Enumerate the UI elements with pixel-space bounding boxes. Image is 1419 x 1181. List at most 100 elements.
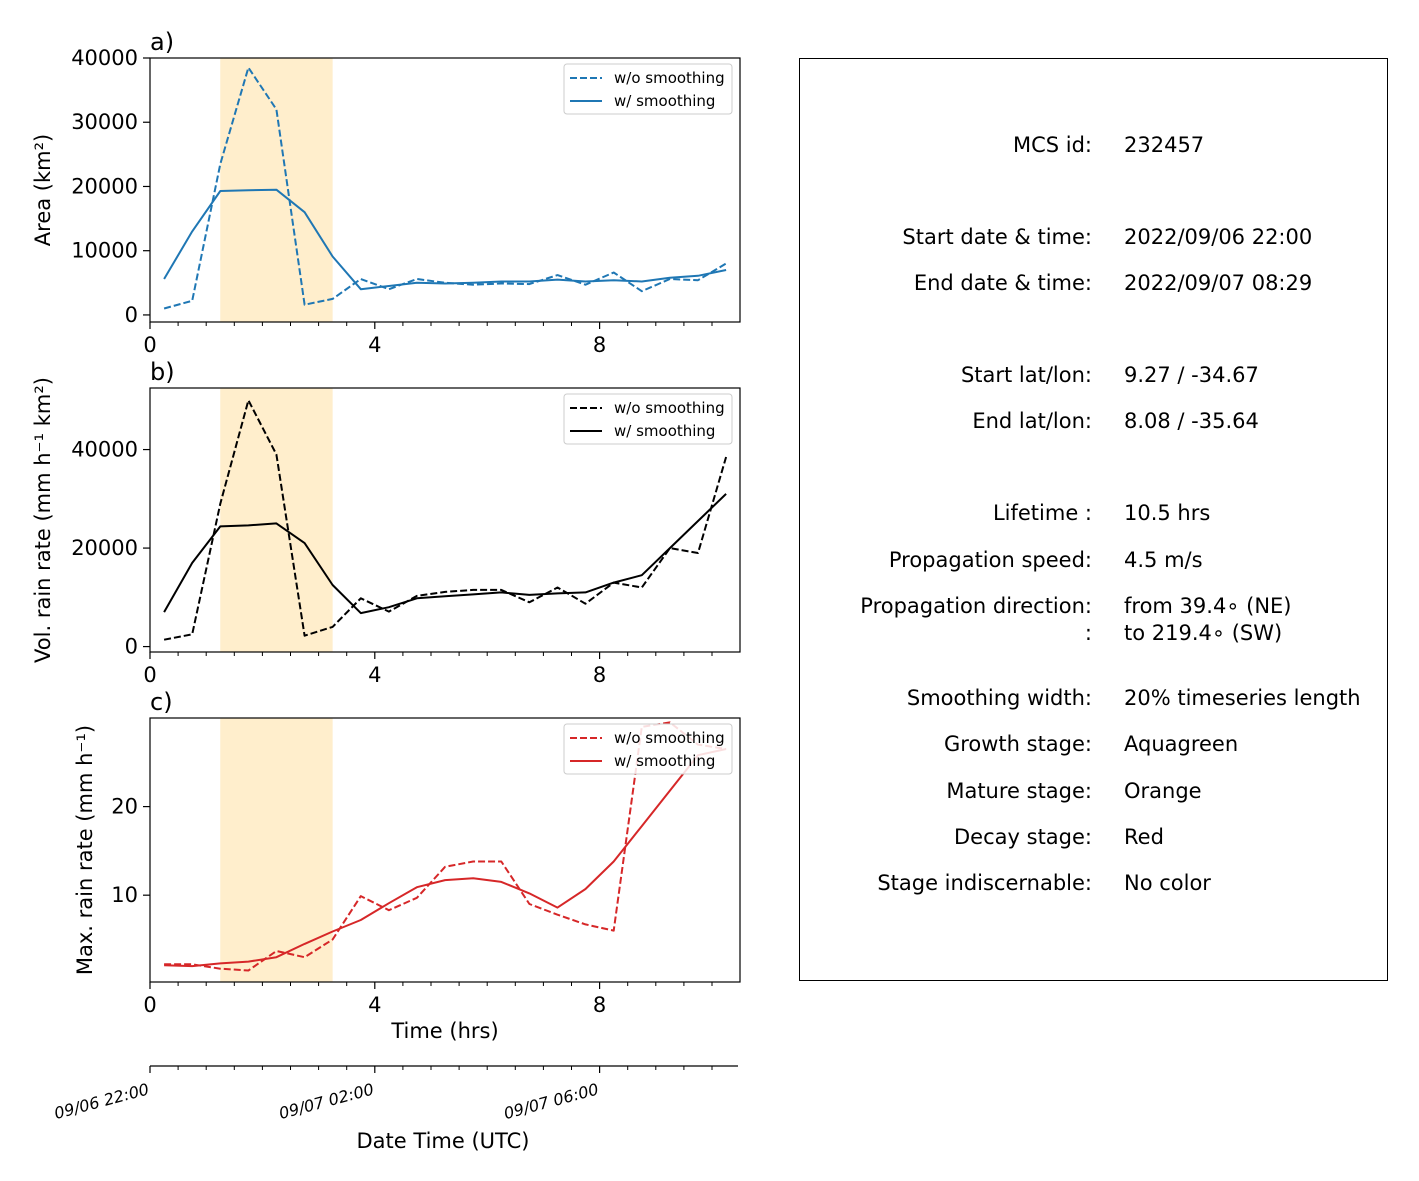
x-tick-label: 4 bbox=[368, 663, 381, 687]
mature-stage-band bbox=[220, 388, 333, 652]
y-axis-label: Area (km²) bbox=[31, 134, 55, 246]
x-tick-label: 8 bbox=[593, 333, 606, 357]
x-tick-label: 4 bbox=[368, 333, 381, 357]
info-row-end-latlon: End lat/lon: 8.08 / -35.64 bbox=[800, 408, 1387, 434]
x-tick-label: 4 bbox=[368, 993, 381, 1017]
panel-label: a) bbox=[150, 28, 174, 56]
info-value: 2022/09/06 22:00 bbox=[1124, 225, 1313, 249]
info-value: Aquagreen bbox=[1124, 732, 1239, 756]
y-tick-label: 20000 bbox=[71, 174, 138, 198]
x-tick-label: 0 bbox=[143, 333, 156, 357]
info-value: 20% timeseries length bbox=[1124, 686, 1361, 710]
info-row-end-time: End date & time: 2022/09/07 08:29 bbox=[800, 270, 1387, 296]
info-label: Growth stage: bbox=[943, 732, 1092, 756]
y-tick-label: 20000 bbox=[71, 536, 138, 560]
info-value: 9.27 / -34.67 bbox=[1124, 363, 1259, 387]
info-label: Mature stage: bbox=[946, 779, 1092, 803]
datetime-axis: 09/06 22:00 09/07 02:00 09/07 06:00 Date Ti… bbox=[52, 1065, 738, 1153]
x-tick-label: 0 bbox=[143, 993, 156, 1017]
info-label: Start lat/lon: bbox=[960, 363, 1092, 387]
x-tick-label: 8 bbox=[593, 993, 606, 1017]
legend-label: w/ smoothing bbox=[614, 92, 715, 110]
info-row-propagation-direction-to: : to 219.4∘ (SW) bbox=[800, 620, 1387, 646]
mcs-info-panel: MCS id: 232457 Start date & time: 2022/0… bbox=[799, 58, 1388, 981]
panel-c: 10 20 0 4 8 c) Max. rain rate (mm h⁻¹) Time (hr… bbox=[73, 688, 741, 1043]
info-row-smoothing-width: Smoothing width: 20% timeseries length bbox=[800, 685, 1387, 711]
info-value: Orange bbox=[1124, 779, 1202, 803]
info-row-start-time: Start date & time: 2022/09/06 22:00 bbox=[800, 224, 1387, 250]
info-label: Decay stage: bbox=[954, 825, 1092, 849]
series-line-unsmoothed bbox=[163, 66, 727, 310]
legend-label: w/o smoothing bbox=[614, 69, 725, 87]
y-tick-label: 30000 bbox=[71, 110, 138, 134]
legend-box bbox=[563, 723, 733, 775]
panel-a: 0 10000 20000 30000 40000 0 4 8 a) Area (km²) w/o … bbox=[31, 28, 741, 357]
series-line-smoothed bbox=[164, 748, 727, 968]
legend: w/o smoothing w/ smoothing bbox=[563, 393, 733, 445]
series-line-smoothed bbox=[163, 188, 727, 291]
info-label: : bbox=[1084, 621, 1092, 645]
info-row-start-latlon: Start lat/lon: 9.27 / -34.67 bbox=[800, 362, 1387, 388]
y-tick-label: 20 bbox=[111, 795, 138, 819]
legend-label: w/ smoothing bbox=[614, 752, 715, 770]
info-row-growth-stage: Growth stage: Aquagreen bbox=[800, 731, 1387, 757]
x-tick-label: 8 bbox=[593, 663, 606, 687]
datetime-axis-label: Date Time (UTC) bbox=[357, 1129, 530, 1153]
info-value: Red bbox=[1124, 825, 1164, 849]
info-label: Lifetime : bbox=[992, 501, 1092, 525]
series-line-smoothed bbox=[163, 493, 727, 615]
info-value: 4.5 m/s bbox=[1124, 548, 1203, 572]
info-row-propagation-speed: Propagation speed: 4.5 m/s bbox=[800, 547, 1387, 573]
series-line-unsmoothed bbox=[163, 399, 728, 641]
datetime-tick-label: 09/07 06:00 bbox=[502, 1080, 601, 1124]
y-tick-label: 40000 bbox=[71, 46, 138, 70]
info-label: Start date & time: bbox=[902, 225, 1092, 249]
info-row-lifetime: Lifetime : 10.5 hrs bbox=[800, 500, 1387, 526]
info-value: from 39.4∘ (NE) bbox=[1124, 594, 1292, 618]
info-row-propagation-direction: Propagation direction: from 39.4∘ (NE) bbox=[800, 593, 1387, 619]
y-tick-label: 0 bbox=[125, 303, 138, 327]
panel-label: c) bbox=[150, 688, 173, 716]
panel-label: b) bbox=[150, 358, 175, 386]
y-tick-label: 10 bbox=[111, 883, 138, 907]
info-row-decay-stage: Decay stage: Red bbox=[800, 824, 1387, 850]
axes-frame bbox=[149, 387, 741, 653]
info-label: MCS id: bbox=[1012, 133, 1092, 157]
legend-label: w/o smoothing bbox=[614, 399, 725, 417]
info-label: Smoothing width: bbox=[906, 686, 1092, 710]
info-label: Propagation direction: bbox=[860, 594, 1092, 618]
mature-stage-band bbox=[220, 718, 333, 982]
info-value: 232457 bbox=[1124, 133, 1205, 157]
x-tick-label: 0 bbox=[143, 663, 156, 687]
info-value: 8.08 / -35.64 bbox=[1124, 409, 1259, 433]
info-row-mature-stage: Mature stage: Orange bbox=[800, 778, 1387, 804]
series-line-unsmoothed bbox=[164, 721, 727, 972]
datetime-tick-label: 09/06 22:00 bbox=[52, 1080, 151, 1124]
datetime-tick-label: 09/07 02:00 bbox=[277, 1080, 376, 1124]
x-axis-label: Time (hrs) bbox=[390, 1019, 498, 1043]
info-value: 2022/09/07 08:29 bbox=[1124, 271, 1313, 295]
legend-label: w/ smoothing bbox=[614, 422, 715, 440]
info-value: No color bbox=[1124, 871, 1211, 895]
info-row-mcs-id: MCS id: 232457 bbox=[800, 132, 1387, 158]
panel-b: 0 20000 40000 0 4 8 b) Vol. rain rate (mm h⁻¹ k… bbox=[31, 358, 741, 687]
y-axis-label: Vol. rain rate (mm h⁻¹ km²) bbox=[31, 377, 55, 663]
info-value: to 219.4∘ (SW) bbox=[1124, 621, 1283, 645]
legend: w/o smoothing w/ smoothing bbox=[563, 723, 733, 775]
y-axis-label: Max. rain rate (mm h⁻¹) bbox=[73, 725, 97, 975]
info-label: Stage indiscernable: bbox=[877, 871, 1092, 895]
legend-box bbox=[563, 63, 733, 115]
info-value: 10.5 hrs bbox=[1124, 501, 1211, 525]
info-label: End lat/lon: bbox=[972, 409, 1092, 433]
axes-frame bbox=[149, 57, 741, 323]
info-label: End date & time: bbox=[913, 271, 1092, 295]
legend-box bbox=[563, 393, 733, 445]
y-tick-label: 0 bbox=[125, 635, 138, 659]
info-label: Propagation speed: bbox=[888, 548, 1092, 572]
axes-frame bbox=[149, 717, 741, 983]
y-tick-label: 10000 bbox=[71, 239, 138, 263]
info-row-stage-indiscernable: Stage indiscernable: No color bbox=[800, 870, 1387, 896]
legend-label: w/o smoothing bbox=[614, 729, 725, 747]
legend: w/o smoothing w/ smoothing bbox=[563, 63, 733, 115]
